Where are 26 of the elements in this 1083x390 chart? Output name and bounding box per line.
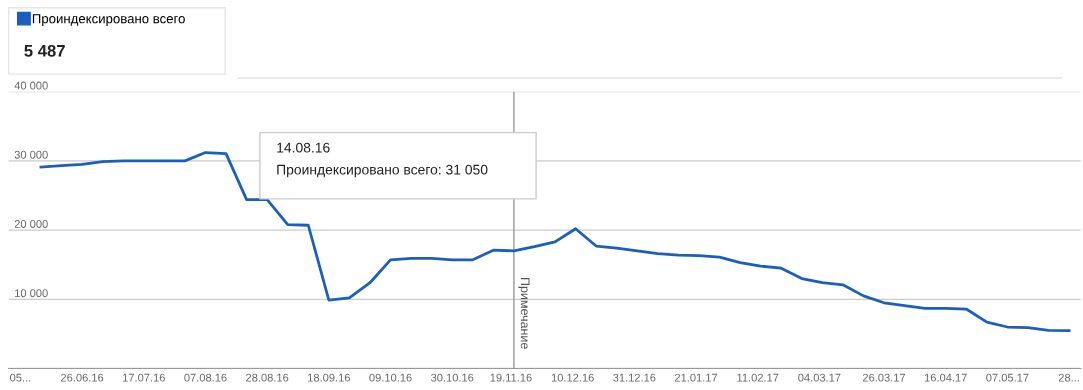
x-tick-label: 31.12.16 <box>613 373 656 382</box>
x-tick-label: 28... <box>1058 373 1079 382</box>
x-tick-label: 26.03.17 <box>862 373 906 382</box>
y-tick-label: 30 000 <box>14 150 48 159</box>
x-tick-label: 18.09.16 <box>308 373 350 382</box>
x-tick-label: 26.06.16 <box>61 373 104 382</box>
legend-label: Проиндексировано всего <box>32 14 185 26</box>
y-tick-label: 10 000 <box>15 289 48 298</box>
y-tick-label: 40 000 <box>14 81 48 90</box>
x-tick-label: 17.07.16 <box>123 373 165 382</box>
text: 5 487 <box>24 44 65 57</box>
x-tick-label: 28.08.16 <box>246 373 289 382</box>
annotation: 14.08.16 Проиндексировано всего: 31 050 <box>277 142 488 178</box>
ref-line-label: Примечание <box>518 278 530 349</box>
x-tick-label: 07.05.17 <box>986 373 1029 382</box>
x-tick-label: 04.03.17 <box>798 373 841 382</box>
x-tick-label: 05... <box>10 373 31 382</box>
x-tick-label: 30.10.16 <box>431 373 474 382</box>
y-tick-label: 20 000 <box>14 220 48 228</box>
x-tick-label: 07.08.16 <box>184 373 227 382</box>
x-tick-label: 19.11.16 <box>490 373 532 382</box>
x-tick-label: 10.12.16 <box>551 373 594 382</box>
x-tick-label: 16.04.17 <box>924 373 967 382</box>
x-tick-label: 21.01.17 <box>674 373 718 382</box>
x-tick-label: 09.10.16 <box>369 373 412 382</box>
x-tick-label: 11.02.17 <box>737 373 779 382</box>
